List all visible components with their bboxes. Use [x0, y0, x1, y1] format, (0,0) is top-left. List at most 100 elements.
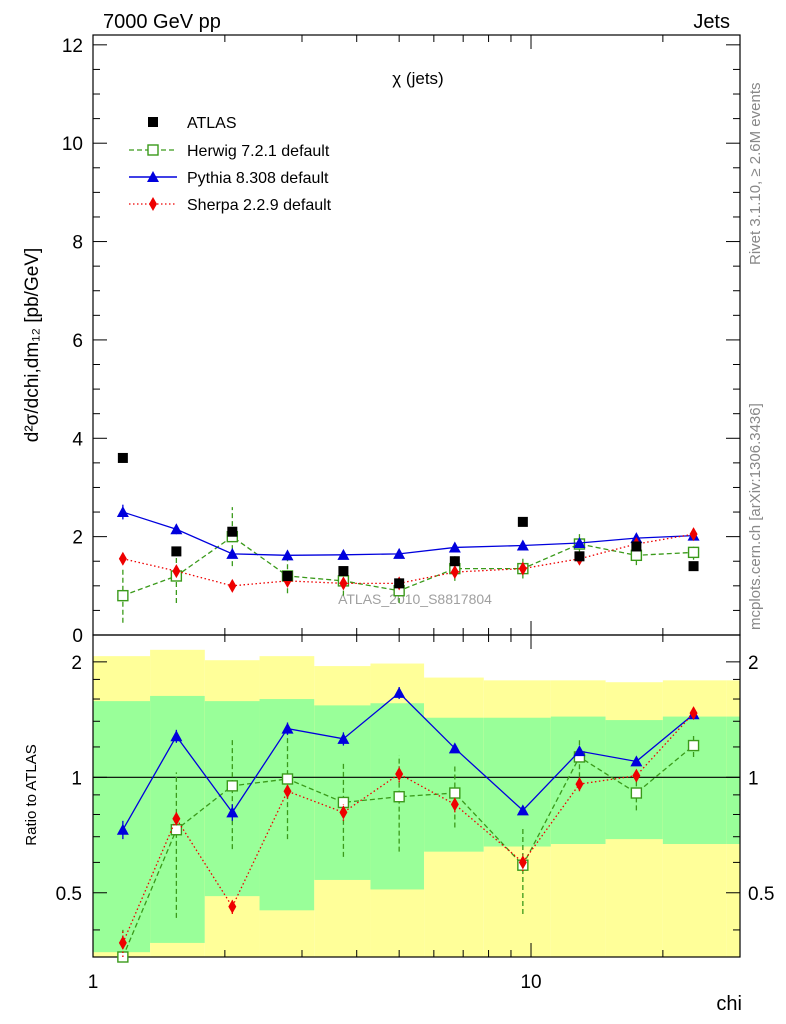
- pythia-point: [170, 523, 183, 535]
- header-right: Jets: [693, 11, 730, 33]
- y-tick-label: 10: [62, 134, 83, 155]
- y-tick-label: 6: [72, 331, 83, 352]
- herwig-point: [449, 787, 461, 799]
- herwig-point: [687, 739, 700, 752]
- sherpa-point: [172, 564, 181, 579]
- herwig-point: [226, 780, 239, 792]
- sherpa-point: [450, 797, 459, 812]
- legend-label-sherpa: Sherpa 2.2.9 default: [187, 197, 332, 214]
- pythia-point: [516, 804, 529, 816]
- legend-marker-sherpa: [149, 197, 157, 211]
- pythia-point: [226, 547, 239, 559]
- sherpa-point: [172, 811, 181, 826]
- pythia-point: [116, 506, 129, 518]
- legend-label-pythia: Pythia 8.308 default: [187, 170, 329, 187]
- atlas-point: [517, 516, 528, 527]
- main-title: χ (jets): [392, 69, 443, 88]
- sherpa-line: [122, 712, 695, 944]
- ratio-y-tick-label-right: 0.5: [748, 884, 774, 905]
- atlas-point: [338, 566, 349, 577]
- legend-label-herwig: Herwig 7.2.1 default: [187, 143, 330, 160]
- herwig-point: [281, 773, 294, 785]
- legend-marker-pythia: [147, 171, 159, 182]
- y-tick-label: 12: [62, 36, 83, 57]
- x-tick-label: 10: [520, 972, 541, 993]
- sherpa-line: [122, 533, 694, 587]
- herwig-point: [630, 549, 643, 562]
- sherpa-point: [575, 777, 584, 792]
- sherpa-point: [339, 805, 348, 820]
- legend-marker-herwig: [147, 144, 159, 156]
- rivet-label: Rivet 3.1.10, ≥ 2.6M events: [747, 83, 764, 266]
- mcplots-label: mcplots.cern.ch [arXiv:1306.3436]: [747, 403, 764, 630]
- pythia-point: [516, 539, 529, 551]
- ratio-y-tick-label: 1: [71, 768, 82, 789]
- ratio-y-tick-label-right: 1: [748, 768, 759, 789]
- pythia-point: [170, 730, 183, 742]
- xlabel: chi: [716, 993, 742, 1015]
- sherpa-point: [339, 576, 348, 591]
- pythia-line: [122, 511, 694, 556]
- sherpa-point: [118, 935, 127, 950]
- herwig-point: [687, 546, 700, 559]
- data-marks: [116, 452, 700, 963]
- y-tick-label: 0: [72, 626, 83, 647]
- y-tick-label: 8: [72, 233, 83, 254]
- atlas-point: [688, 561, 699, 572]
- band-inner-bin: [726, 716, 740, 845]
- pythia-point: [573, 537, 586, 549]
- sherpa-point: [283, 784, 292, 799]
- sherpa-point: [450, 565, 459, 580]
- band-inner-bin: [662, 716, 727, 845]
- legend: ATLAS Herwig 7.2.1 default Pythia 8.308 …: [129, 115, 332, 214]
- herwig-point: [630, 787, 643, 799]
- ratio-uncertainty-bands: [93, 649, 740, 957]
- herwig-line: [122, 535, 694, 597]
- sherpa-point: [689, 527, 698, 542]
- pythia-point: [573, 745, 586, 757]
- pythia-point: [630, 755, 643, 767]
- atlas-point: [282, 570, 293, 581]
- atlas-point: [574, 551, 585, 562]
- pythia-point: [337, 548, 350, 560]
- pythia-point: [116, 823, 129, 835]
- atlas-point: [227, 526, 238, 537]
- ratio-y-tick-label-right: 2: [748, 653, 759, 674]
- pythia-point: [448, 541, 461, 553]
- sherpa-point: [518, 855, 527, 870]
- atlas-point: [117, 452, 128, 463]
- watermark: ATLAS_2010_S8817804: [338, 591, 492, 607]
- sherpa-point: [228, 899, 237, 914]
- sherpa-point: [518, 561, 527, 576]
- sherpa-point: [118, 551, 127, 566]
- legend-label-atlas: ATLAS: [187, 115, 237, 132]
- pythia-point: [393, 547, 406, 559]
- atlas-point: [449, 556, 460, 567]
- ylabel-ratio: Ratio to ATLAS: [23, 744, 40, 845]
- pythia-point: [281, 549, 294, 561]
- ratio-y-tick-label: 2: [71, 653, 82, 674]
- herwig-point: [117, 589, 129, 602]
- herwig-point: [170, 824, 183, 836]
- ratio-plot-frame: [92, 634, 741, 958]
- x-tick-label: 1: [88, 972, 99, 993]
- legend-marker-atlas: [148, 117, 158, 127]
- pythia-point: [226, 806, 239, 818]
- header-left: 7000 GeV pp: [103, 11, 221, 33]
- band-inner-bin: [314, 705, 371, 880]
- pythia-point: [448, 742, 461, 754]
- ratio-y-tick-label: 0.5: [56, 884, 82, 905]
- pythia-point: [337, 732, 350, 744]
- pythia-point: [281, 722, 294, 734]
- y-tick-label: 2: [72, 528, 83, 549]
- y-tick-label: 4: [72, 429, 83, 450]
- atlas-point: [631, 541, 642, 552]
- atlas-point: [394, 578, 405, 589]
- ylabel-main: d²σ/dchi,dm₁₂ [pb/GeV]: [22, 248, 43, 442]
- herwig-point: [393, 791, 405, 803]
- sherpa-point: [689, 706, 698, 721]
- sherpa-point: [632, 768, 641, 783]
- band-inner-bin: [483, 717, 551, 847]
- sherpa-point: [395, 767, 404, 782]
